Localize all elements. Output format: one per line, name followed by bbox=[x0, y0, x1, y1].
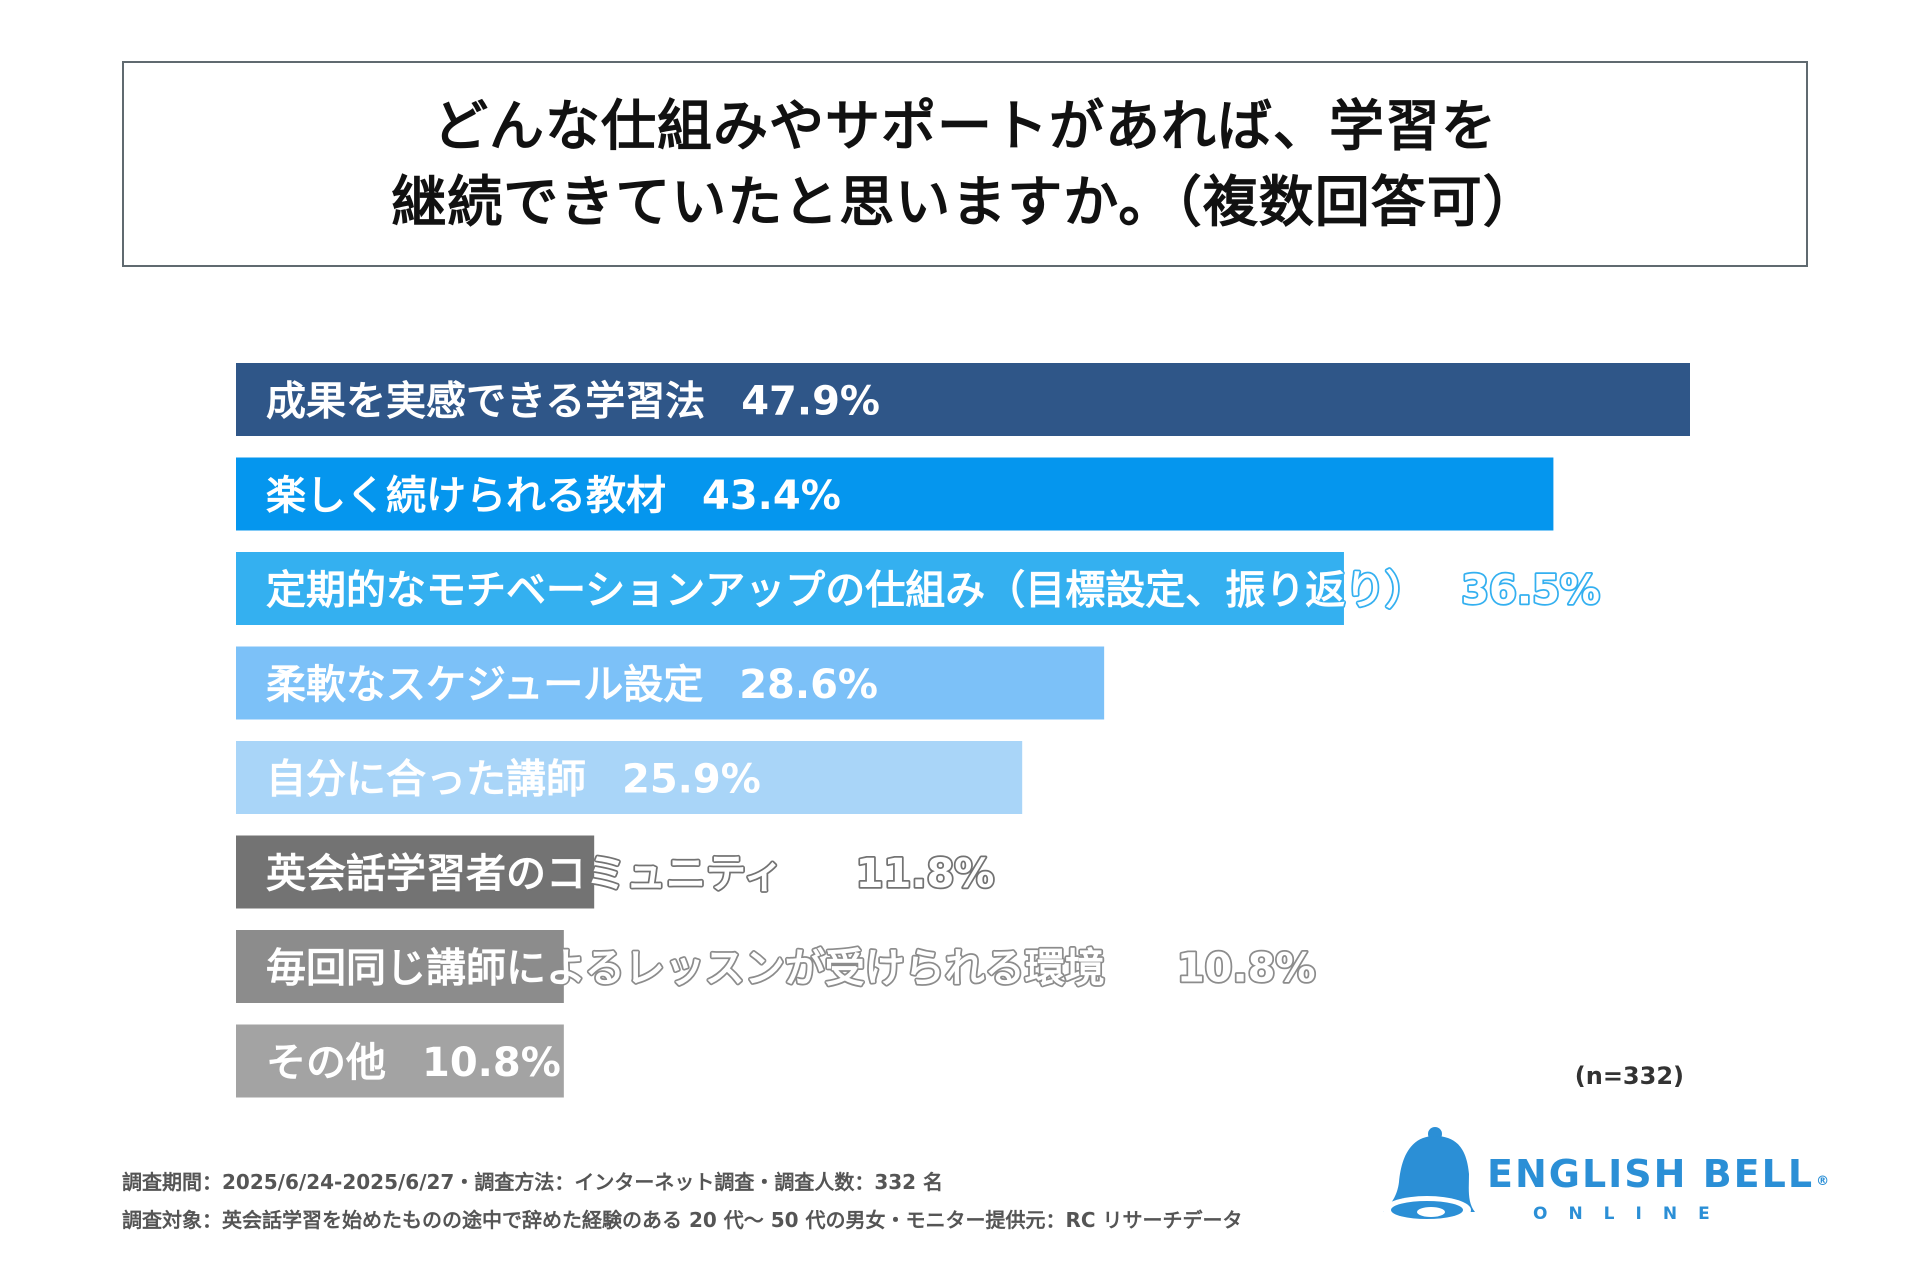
bar-label-2: 楽しく続けられる教材 43.4% bbox=[266, 473, 841, 519]
bar-7 bbox=[236, 930, 564, 1003]
bar-8 bbox=[236, 1024, 564, 1098]
category-label-6: 英会話学習者のコミュニティ bbox=[266, 851, 784, 897]
value-label-2: 43.4% bbox=[702, 473, 841, 519]
bar-5 bbox=[236, 741, 1023, 814]
title-box: どんな仕組みやサポートがあれば、学習を 継続できていたと思いますか。（複数回答可… bbox=[122, 61, 1808, 267]
category-label-7: 毎回同じ講師によるレッスンが受けられる環境 bbox=[266, 946, 1105, 992]
value-label-8: 10.8% bbox=[422, 1040, 561, 1086]
bar-label-4: 柔軟なスケジュール設定 28.6% bbox=[266, 662, 878, 708]
chart-title-line-2: 継続できていたと思いますか。（複数回答可） bbox=[391, 170, 1539, 234]
bar-1 bbox=[236, 363, 1690, 436]
english-bell-logo: ENGLISH BELL ® ONLINE bbox=[1375, 1122, 1829, 1232]
category-label-1: 成果を実感できる学習法 bbox=[266, 379, 705, 425]
bar-2 bbox=[236, 457, 1554, 531]
bar-label-6: 英会話学習者のコミュニティ 11.8% bbox=[266, 851, 994, 897]
bar-label-1: 成果を実感できる学習法 47.9% bbox=[266, 379, 880, 425]
value-label-6: 11.8% bbox=[856, 851, 995, 897]
value-label-7: 10.8% bbox=[1177, 946, 1316, 992]
category-label-2: 楽しく続けられる教材 bbox=[266, 473, 666, 519]
logo-subtitle: ONLINE bbox=[1533, 1204, 1731, 1224]
footnote-survey-period: 調査期間：2025/6/24-2025/6/27・調査方法：インターネット調査・… bbox=[122, 1170, 944, 1194]
bar-label-3: 定期的なモチベーションアップの仕組み（目標設定、振り返り） 36.5% bbox=[266, 568, 1600, 614]
category-label-3: 定期的なモチベーションアップの仕組み（目標設定、振り返り） bbox=[266, 568, 1425, 614]
value-label-4: 28.6% bbox=[739, 662, 878, 708]
category-label-8: その他 bbox=[266, 1040, 386, 1086]
bar-label-5: 自分に合った講師 25.9% bbox=[266, 757, 761, 803]
sample-size-note: (n=332) bbox=[1574, 1062, 1684, 1090]
category-label-4: 柔軟なスケジュール設定 bbox=[266, 662, 703, 708]
chart-title-line-1: どんな仕組みやサポートがあれば、学習を bbox=[432, 94, 1497, 158]
bar-6 bbox=[236, 835, 595, 909]
logo-name: ENGLISH BELL ® bbox=[1487, 1152, 1832, 1196]
bar-label-7: 毎回同じ講師によるレッスンが受けられる環境 10.8% bbox=[266, 946, 1316, 992]
value-label-1: 47.9% bbox=[741, 379, 880, 425]
footnote-survey-target: 調査対象：英会話学習を始めたものの途中で辞めた経験のある 20 代～ 50 代の… bbox=[122, 1208, 1243, 1232]
bell-icon bbox=[1383, 1127, 1475, 1224]
bar-3 bbox=[236, 552, 1344, 625]
value-label-3: 36.5% bbox=[1461, 568, 1600, 614]
category-label-5: 自分に合った講師 bbox=[266, 757, 586, 803]
bar-label-8: その他 10.8% bbox=[266, 1040, 561, 1086]
bar-4 bbox=[236, 646, 1105, 720]
value-label-5: 25.9% bbox=[622, 757, 761, 803]
